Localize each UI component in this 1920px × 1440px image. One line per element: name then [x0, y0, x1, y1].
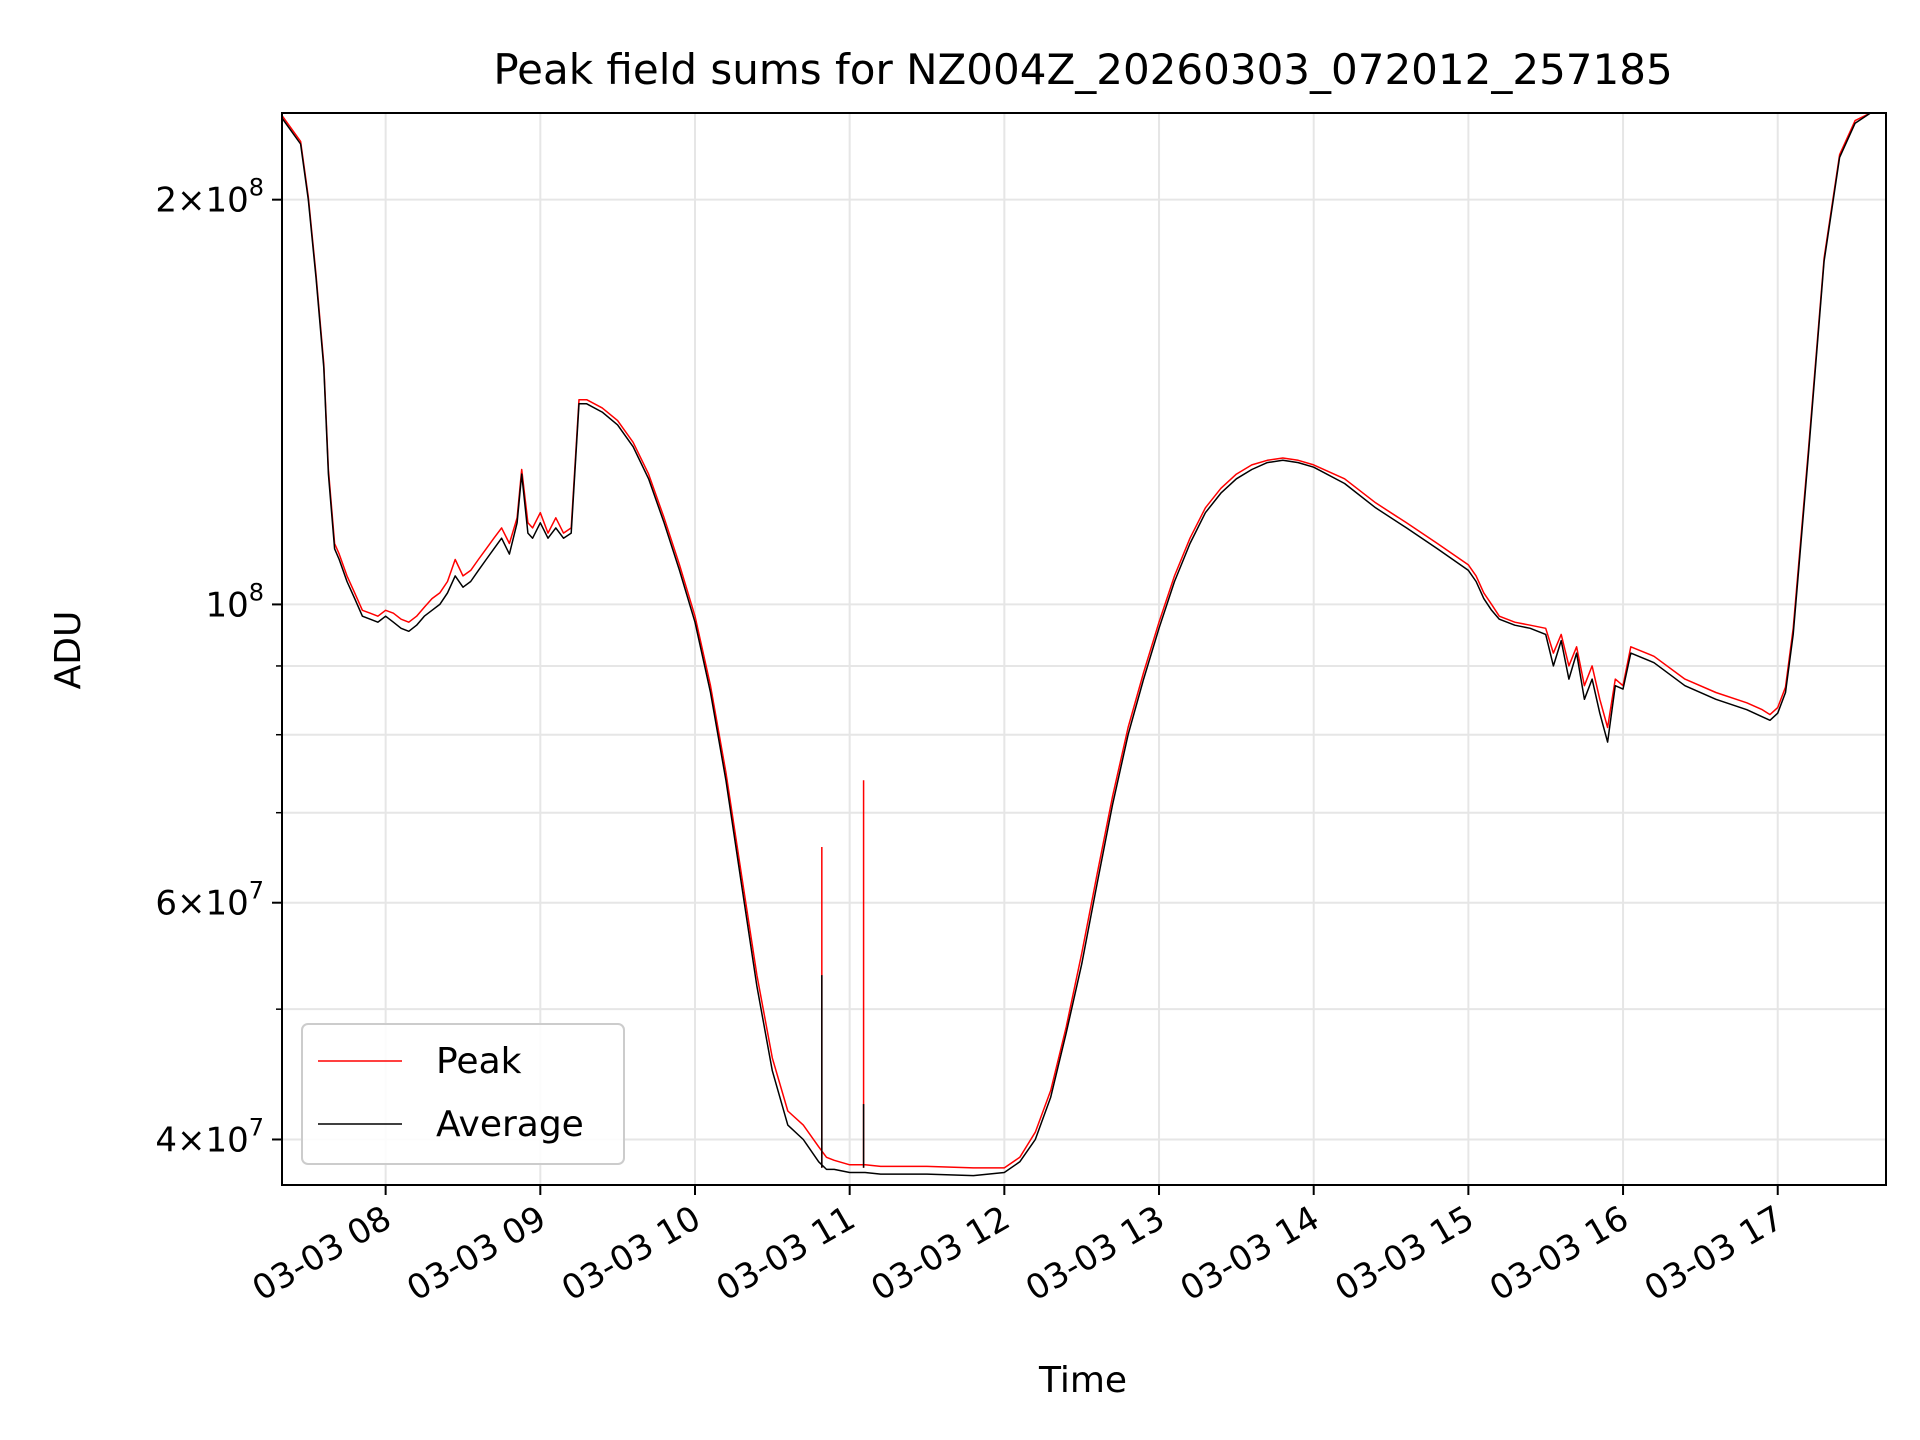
- grid: [282, 113, 1886, 1185]
- legend: Peak Average: [301, 1023, 625, 1165]
- y-axis-label: ADU: [48, 611, 89, 690]
- plot-frame: [281, 112, 1887, 1186]
- y-tick-label: 108: [205, 578, 264, 625]
- legend-box: [301, 1023, 625, 1165]
- y-axis-ticks: 4×107 6×107 108 2×108: [155, 174, 282, 1160]
- y-tick-label: 2×108: [155, 174, 264, 221]
- peak-series-line: [282, 113, 1886, 1169]
- y-tick-label: 4×107: [155, 1113, 264, 1160]
- legend-peak-label: Peak: [436, 1041, 522, 1082]
- average-series-line: [282, 113, 1886, 1177]
- x-axis-label: Time: [1038, 1360, 1127, 1401]
- chart-title: Peak field sums for NZ004Z_20260303_0720…: [493, 45, 1672, 94]
- legend-average-label: Average: [436, 1104, 584, 1145]
- y-tick-label: 6×107: [155, 877, 264, 924]
- plot-lines: [282, 113, 1886, 1177]
